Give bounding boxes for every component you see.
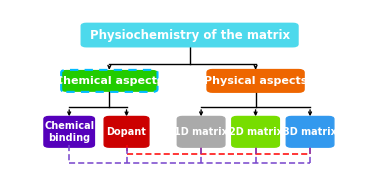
FancyBboxPatch shape <box>232 116 279 147</box>
Text: 2D matrix: 2D matrix <box>229 127 283 137</box>
FancyBboxPatch shape <box>104 116 149 147</box>
FancyBboxPatch shape <box>81 23 298 47</box>
FancyBboxPatch shape <box>177 116 225 147</box>
FancyBboxPatch shape <box>286 116 334 147</box>
Text: Dopant: Dopant <box>107 127 147 137</box>
FancyBboxPatch shape <box>44 116 94 147</box>
FancyBboxPatch shape <box>208 70 304 92</box>
Text: Physical aspects: Physical aspects <box>204 76 307 86</box>
Text: Physiochemistry of the matrix: Physiochemistry of the matrix <box>90 29 290 42</box>
Text: Chemical aspects: Chemical aspects <box>55 76 164 86</box>
Text: 3D matrix: 3D matrix <box>283 127 337 137</box>
FancyBboxPatch shape <box>61 70 158 92</box>
Text: 1D matrix: 1D matrix <box>174 127 228 137</box>
Text: Chemical
binding: Chemical binding <box>44 121 94 143</box>
